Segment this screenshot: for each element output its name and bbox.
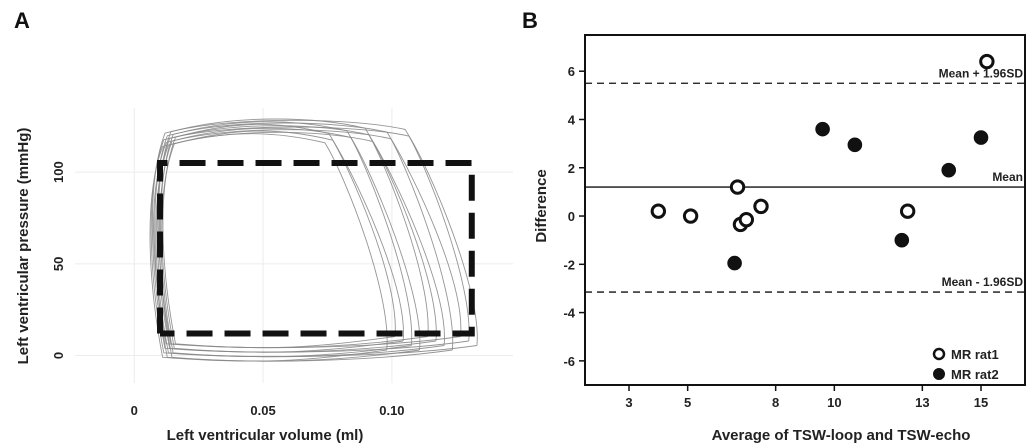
b-y-tick-label: 6 — [568, 64, 575, 79]
a-x-tick-label: 0.10 — [379, 403, 404, 418]
panel-a: A 0 0.05 0.10 0 50 100 Left ventricular volum… — [14, 8, 513, 444]
b-legend-marker — [933, 368, 945, 380]
pv-loop — [149, 133, 388, 362]
pv-loop — [154, 122, 454, 362]
a-x-tick-label: 0.05 — [250, 403, 275, 418]
b-x-tick-label: 10 — [827, 395, 841, 410]
b-x-tick-label: 8 — [772, 395, 779, 410]
a-y-tick-label: 50 — [51, 257, 66, 271]
a-y-tick-label: 0 — [51, 352, 66, 359]
b-point-open — [729, 179, 746, 195]
b-point-filled — [815, 121, 830, 137]
b-ref-label: Mean - 1.96SD — [942, 275, 1024, 289]
b-y-tick-label: -6 — [563, 354, 575, 369]
pv-loop-chart: 0 0.05 0.10 0 50 100 Left ventricular volume … — [15, 108, 513, 444]
panel-b: B 3 5 8 10 13 15 -6 -4 -2 0 2 4 6 Mean + 1.96SD Mean M… — [515, 0, 1027, 445]
b-x-tick-label: 5 — [684, 395, 691, 410]
b-y-tick-label: -4 — [563, 306, 575, 321]
b-y-tick-label: 4 — [568, 112, 576, 127]
idealized-pv-box — [157, 160, 475, 337]
b-point-open — [650, 203, 667, 219]
b-point-filled — [973, 130, 989, 145]
b-legend-label: MR rat1 — [951, 347, 999, 362]
b-ref-label: Mean + 1.96SD — [939, 66, 1024, 80]
pv-loop — [151, 119, 470, 353]
a-x-tick-label: 0 — [131, 403, 138, 418]
b-point-filled — [941, 162, 957, 178]
b-y-tick-label: 2 — [568, 161, 575, 176]
b-legend-label: MR rat2 — [951, 367, 999, 382]
panel-b-letter: B — [522, 8, 538, 33]
b-point-open — [738, 211, 755, 228]
a-y-axis-title: Left ventricular pressure (mmHg) — [15, 128, 32, 365]
b-y-tick-label: -2 — [563, 257, 575, 272]
b-ref-label: Mean — [992, 170, 1023, 184]
b-point-filled — [894, 232, 910, 248]
b-point-open — [979, 53, 995, 70]
b-point-filled — [847, 137, 863, 153]
a-x-axis-title: Left ventricular volume (ml) — [167, 427, 364, 444]
b-y-axis-title: Difference — [533, 169, 550, 242]
b-x-axis-title: Average of TSW-loop and TSW-echo — [712, 427, 971, 444]
bland-altman-chart: 3 5 8 10 13 15 -6 -4 -2 0 2 4 6 Mean + 1.96SD Mean Mea… — [533, 34, 1026, 444]
panel-a-letter: A — [14, 8, 30, 33]
pv-loop — [160, 121, 413, 358]
b-plot-frame — [584, 34, 1026, 386]
b-x-tick-label: 3 — [625, 395, 632, 410]
pv-loop — [156, 125, 437, 353]
a-y-tick-label: 100 — [51, 161, 66, 183]
b-x-tick-label: 15 — [974, 395, 988, 410]
b-point-open — [899, 203, 916, 219]
b-legend-marker — [932, 347, 946, 361]
b-point-open — [682, 208, 699, 224]
b-point-filled — [727, 255, 742, 271]
b-x-tick-label: 13 — [915, 395, 929, 410]
b-point-open — [753, 198, 769, 215]
pv-loop — [157, 118, 429, 349]
b-y-tick-label: 0 — [568, 209, 575, 224]
